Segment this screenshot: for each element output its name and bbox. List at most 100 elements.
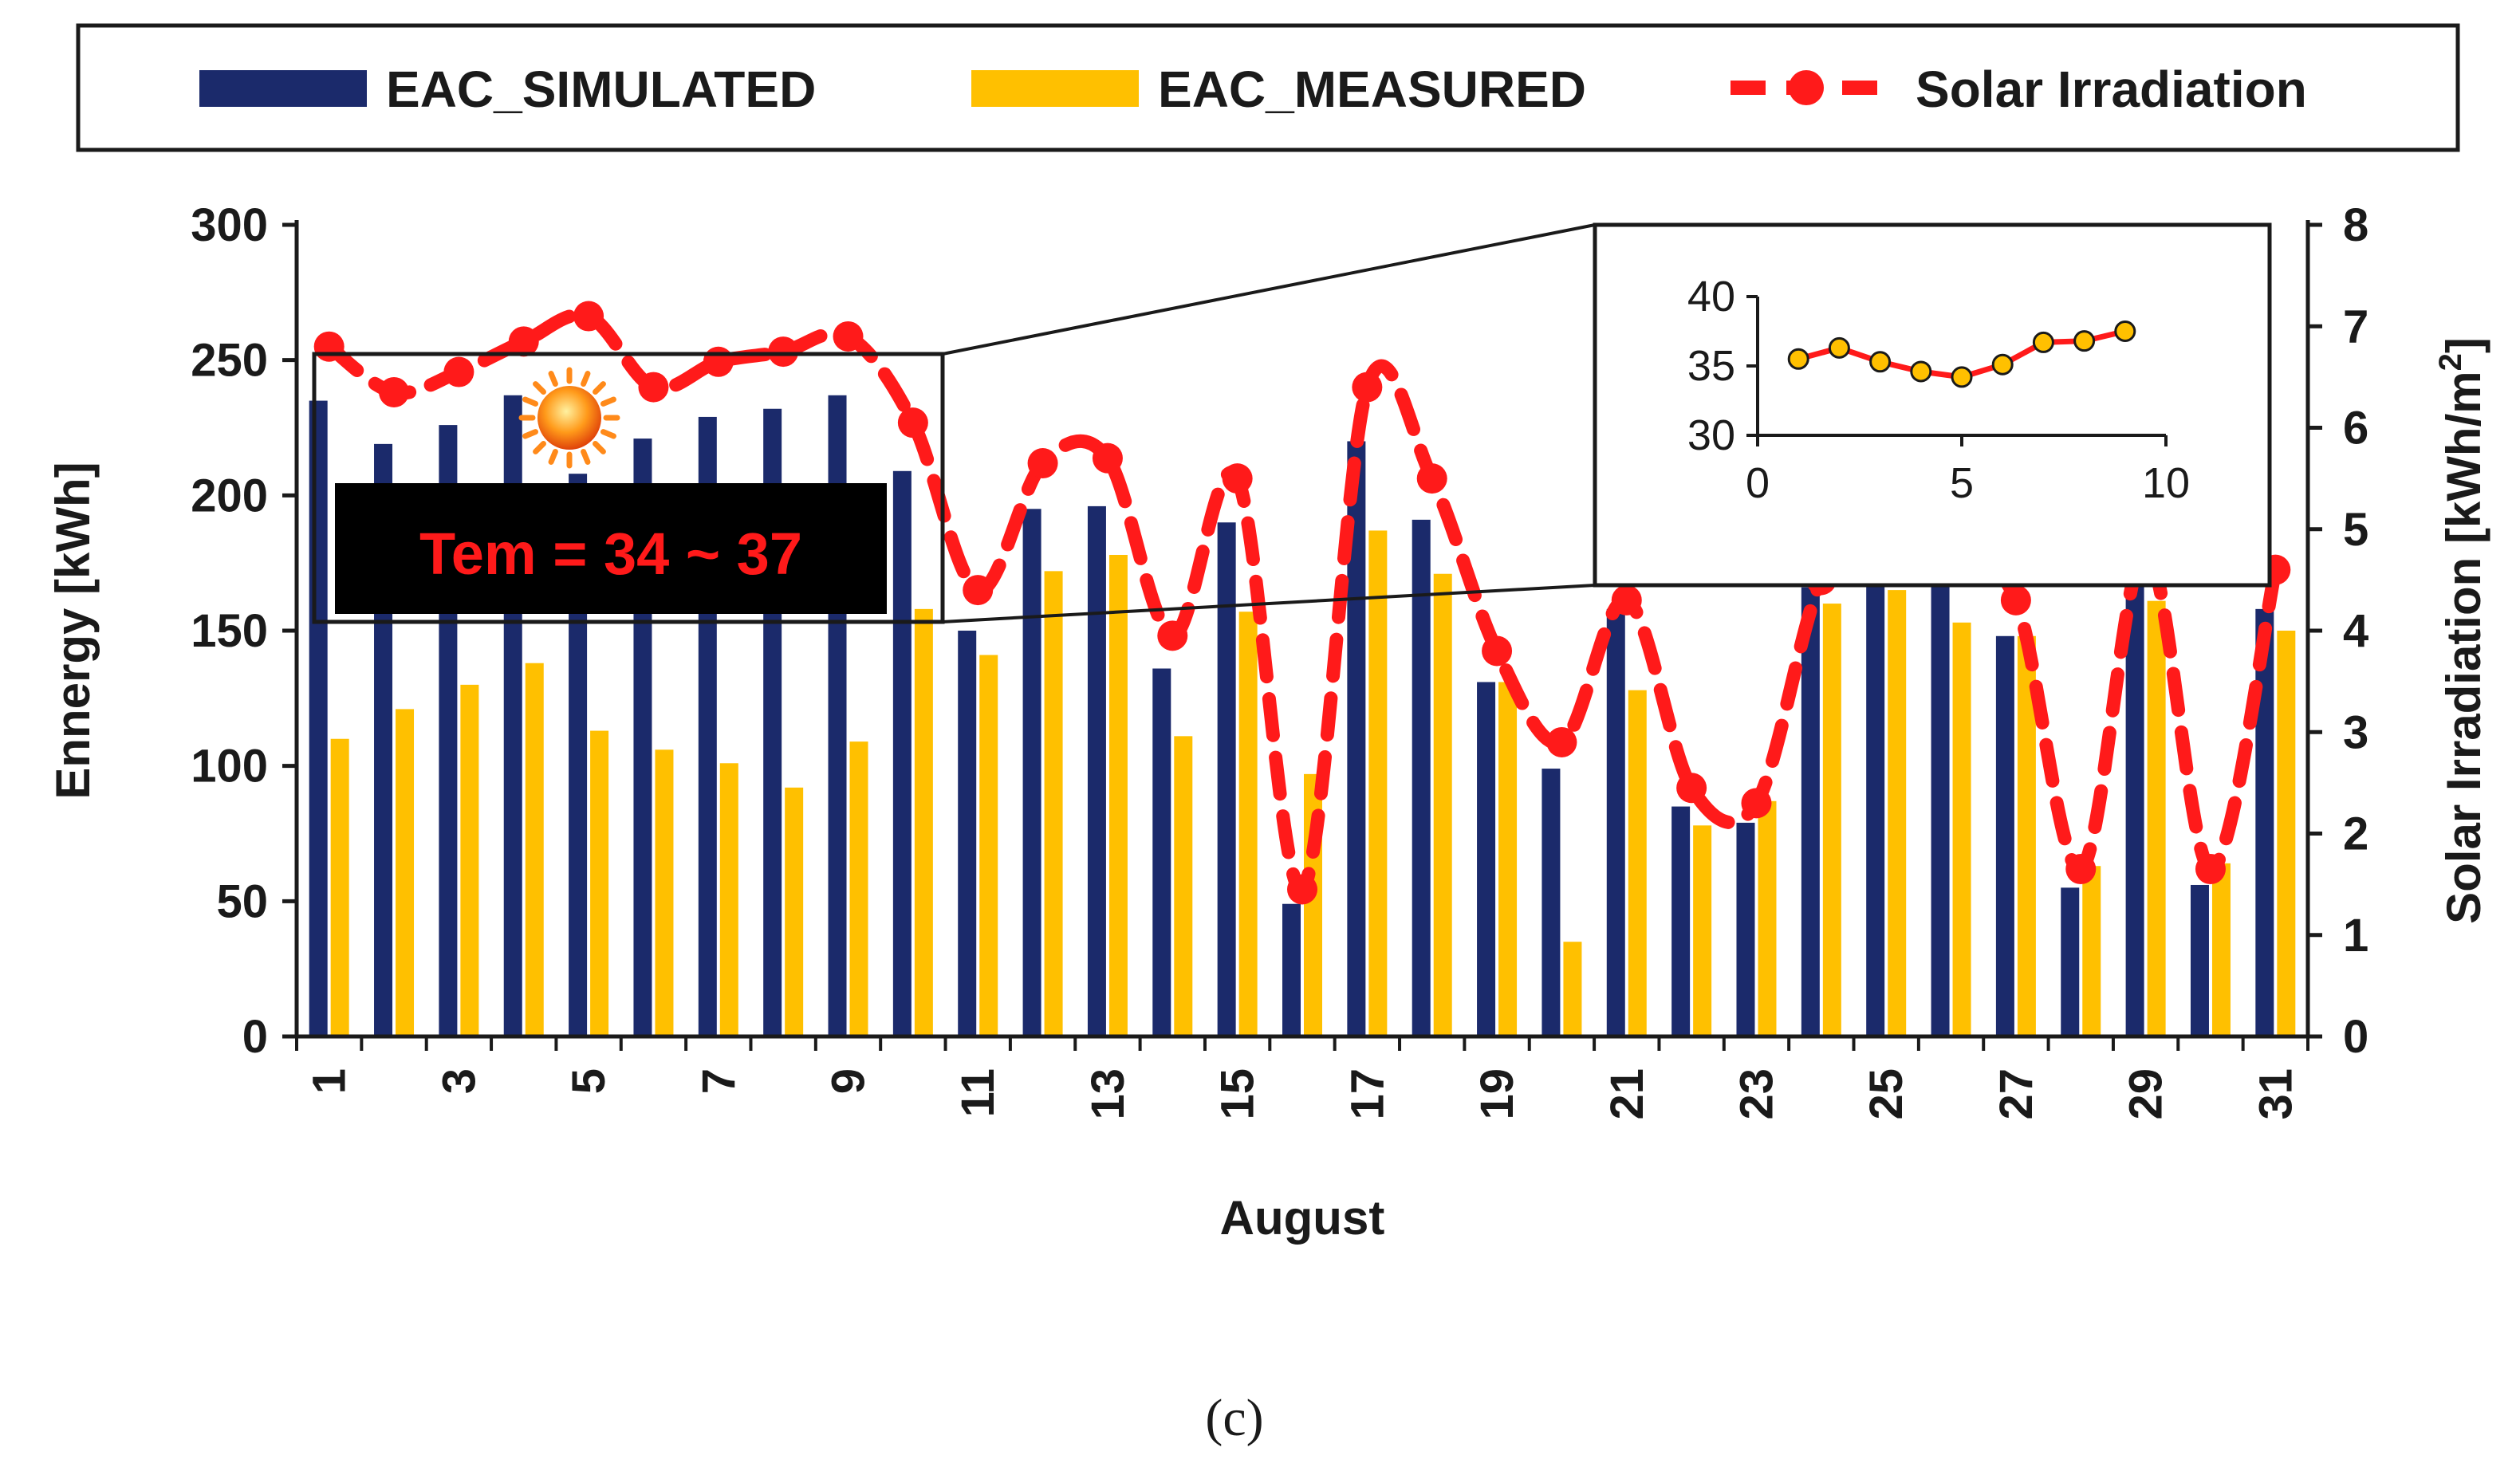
irradiation-point [897,407,928,439]
bar-simulated [1282,903,1301,1036]
bar-simulated [1801,587,1820,1036]
inset-x-tick-label: 0 [1746,459,1770,507]
x-axis-tick-label: 1 [304,1068,356,1094]
right-axis-title: Solar Irradiation [kWh/m2] [2433,337,2490,924]
inset-point [2073,330,2096,352]
bar-measured [1044,571,1063,1036]
bar-simulated [2190,884,2209,1036]
annotation-box [335,483,887,614]
irradiation-point [963,575,994,606]
inset-point [1869,351,1892,373]
bar-measured [1952,622,1971,1036]
inset-point [2032,331,2054,353]
left-axis-tick-label: 100 [191,741,268,792]
bar-measured [914,608,933,1036]
legend: EAC_SIMULATED EAC_MEASURED Solar Irradia… [76,23,2460,152]
irradiation-point [1287,874,1317,905]
sun-ray [581,371,591,387]
x-axis-tick-label: 15 [1212,1068,1264,1120]
x-axis-tick-label: 17 [1341,1068,1393,1120]
x-axis-tick-label: 27 [1990,1068,2042,1120]
x-axis-tick-label: 7 [693,1068,745,1094]
bar-measured [719,763,738,1036]
irradiation-point [313,331,345,362]
zoom-frame [312,352,945,624]
sun-ray [593,441,606,454]
irradiation-point [379,376,410,407]
bar-measured [1888,590,1907,1036]
bar-measured [849,741,868,1036]
bar-simulated [1022,509,1041,1036]
right-axis-tick-label: 1 [2343,910,2368,962]
sun-ray [600,429,616,439]
bar-simulated [1347,441,1366,1036]
irradiation-point [1092,442,1123,474]
irradiation-point [1027,448,1058,479]
bar-simulated [569,474,588,1036]
irradiation-point [703,346,734,377]
sun-ray [533,381,546,395]
bar-simulated [1217,522,1236,1036]
x-axis-tick-label: 11 [952,1068,1004,1117]
legend-label-measured: EAC_MEASURED [1158,61,1586,118]
bar-simulated [1542,769,1561,1036]
irradiation-point [1222,463,1253,494]
sun-ray [522,429,539,439]
legend-label-simulated: EAC_SIMULATED [386,61,816,118]
sun-ray [548,371,558,387]
irradiation-point [443,356,474,387]
sun-icon [518,367,620,469]
irradiation-point [638,372,669,403]
inset-y-tick-label: 35 [1687,342,1735,390]
legend-swatch-simulated [199,70,367,107]
left-axis-tick-label: 250 [191,335,268,387]
bar-simulated [1087,505,1106,1036]
inset-point [1910,360,1932,383]
inset-point [2114,321,2136,342]
irradiation-point [508,326,539,357]
bar-measured [1174,736,1193,1036]
bar-measured [590,730,609,1036]
zoom-connector-bottom [942,584,1596,623]
bar-measured [1238,612,1258,1036]
bar-measured [2277,631,2296,1036]
temperature-annotation: Tem = 34 ~ 37 [312,223,1596,624]
right-axis-tick-label: 2 [2343,808,2368,860]
bar-simulated [1931,571,1950,1036]
left-axis-tick-label: 200 [191,470,268,521]
left-axis-tick-label: 300 [191,199,268,251]
inset-y-tick-label: 40 [1687,273,1735,321]
irradiation-point [2000,584,2031,616]
irradiation-point [1416,463,1447,494]
bar-simulated [1671,806,1691,1036]
sun-ray [600,396,616,407]
bar-simulated [309,400,328,1037]
bar-measured [2211,863,2231,1036]
bar-measured [655,749,674,1036]
bar-simulated [2061,887,2080,1036]
x-axis-tick-label: 21 [1601,1068,1653,1120]
right-axis-tick-label: 0 [2343,1011,2368,1063]
bar-measured [1628,690,1647,1036]
x-axis-tick-label: 5 [563,1068,615,1094]
inset-x-tick-label: 10 [2142,459,2190,507]
irradiation-point [2065,854,2097,885]
irradiation-point [1482,635,1513,667]
right-axis-tick-label: 8 [2343,199,2368,251]
x-axis-tick-label: 3 [433,1068,485,1094]
sun-ray [548,448,558,465]
sun-ray [581,448,591,465]
bar-measured [2017,635,2036,1036]
bar-measured [1758,800,1777,1036]
sun-ray [533,441,546,454]
right-axis-tick-label: 5 [2343,504,2368,556]
legend-box [76,23,2460,152]
bar-measured [1822,604,1841,1036]
bar-simulated [1606,608,1625,1036]
right-axis-tick-label: 3 [2343,706,2368,758]
bar-measured [1108,554,1128,1036]
inset-point [1787,348,1809,370]
bar-simulated [958,631,977,1036]
left-axis-tick-label: 0 [242,1011,268,1063]
